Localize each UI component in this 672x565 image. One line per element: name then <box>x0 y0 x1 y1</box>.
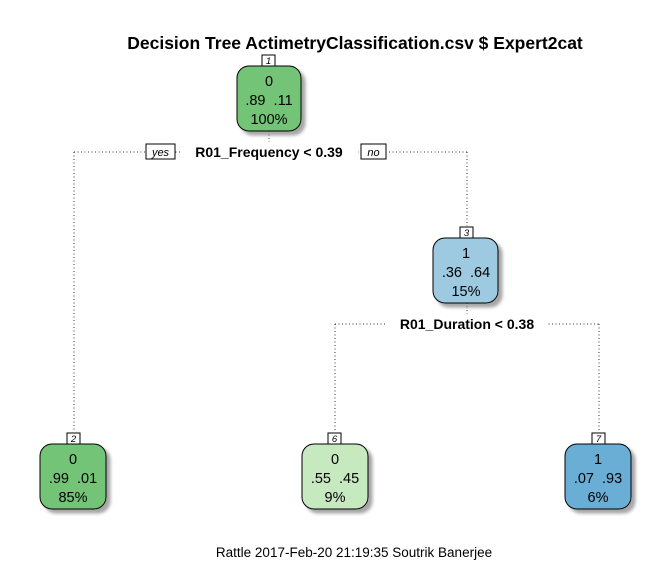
node-2-box <box>39 443 107 510</box>
node-2: 2 0 .99 .01 85% <box>39 432 107 510</box>
node-1-number: 1 <box>266 56 271 67</box>
yes-tag-box <box>145 143 176 160</box>
node-3: 3 1 .36 .64 15% <box>432 226 499 304</box>
node-2-percent: 85% <box>58 490 87 506</box>
no-tag-label: no <box>367 147 379 159</box>
node-7-number: 7 <box>596 434 602 445</box>
node-2-class: 0 <box>69 452 77 468</box>
node-6-class: 0 <box>331 452 339 468</box>
node-3-percent: 15% <box>451 284 480 300</box>
node-3-probs: .36 .64 <box>442 265 490 281</box>
node-3-class: 1 <box>462 246 470 262</box>
node-7: 7 1 .07 .93 6% <box>564 432 632 510</box>
tree-edges <box>73 131 600 432</box>
node-2-probs: .99 .01 <box>49 471 97 487</box>
node-7-probs: .07 .93 <box>574 471 622 487</box>
node-6-box <box>301 443 369 510</box>
yes-tag: yes <box>145 143 176 160</box>
node-6-probs: .55 .45 <box>311 471 359 487</box>
footer-caption: Rattle 2017-Feb-20 21:19:35 Soutrik Bane… <box>216 545 492 560</box>
node-2-number: 2 <box>70 434 77 445</box>
split-root-bg <box>180 142 358 161</box>
node-1-box <box>236 65 302 132</box>
node-1: 1 0 .89 .11 100% <box>236 54 302 132</box>
node-7-class: 1 <box>594 452 602 468</box>
tree-title: Decision Tree ActimetryClassification.cs… <box>127 33 583 53</box>
node-3-number: 3 <box>464 228 470 239</box>
node-3-box <box>432 237 499 304</box>
node-7-box <box>564 443 632 510</box>
node-6-number: 6 <box>332 434 338 445</box>
node-6-percent: 9% <box>325 490 346 506</box>
no-tag-box <box>360 143 387 160</box>
yes-tag-label: yes <box>151 147 170 159</box>
node-6: 6 0 .55 .45 9% <box>301 432 369 510</box>
node-7-percent: 6% <box>588 490 609 506</box>
split-node-3-label: R01_Duration < 0.38 <box>400 316 534 332</box>
no-tag: no <box>360 143 387 160</box>
split-node-3-bg <box>386 314 548 333</box>
node-1-probs: .89 .11 <box>245 93 292 109</box>
split-node-3: R01_Duration < 0.38 <box>386 314 548 333</box>
split-root-label: R01_Frequency < 0.39 <box>195 144 343 160</box>
node-1-class: 0 <box>265 74 273 90</box>
node-1-percent: 100% <box>250 112 287 128</box>
split-root: R01_Frequency < 0.39 <box>180 142 358 161</box>
